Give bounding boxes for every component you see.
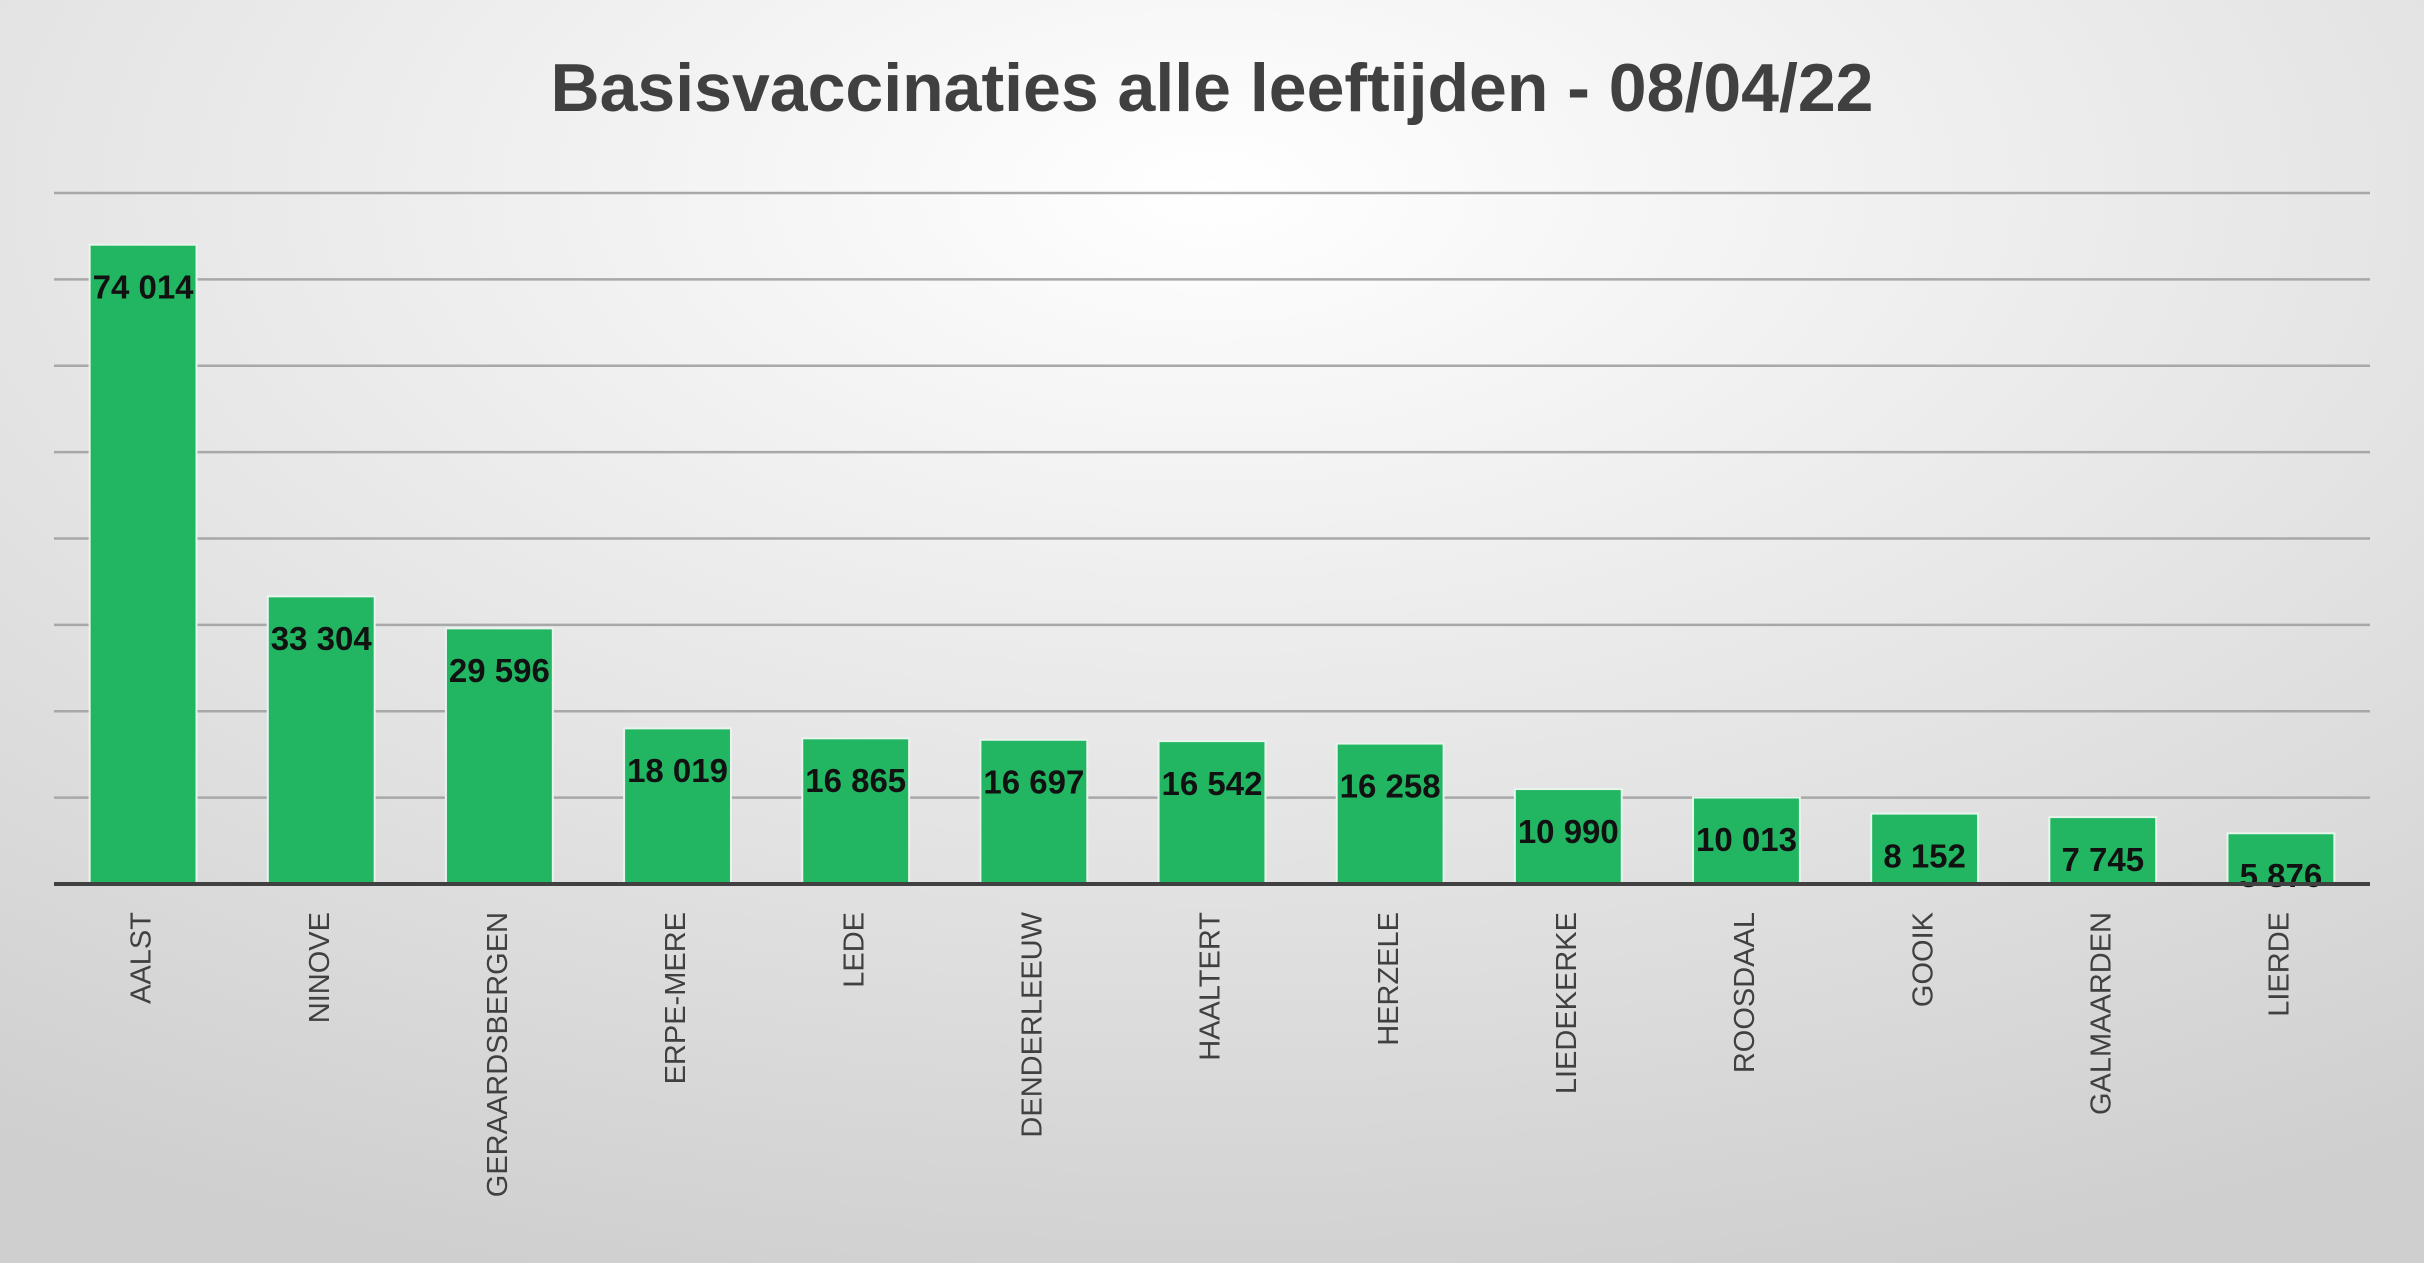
x-tick-label: GERAARDSBERGEN	[482, 912, 514, 1197]
value-label: 5 876	[2240, 857, 2323, 894]
x-tick-label: LEDE	[838, 912, 870, 988]
x-tick-label: GALMAARDEN	[2085, 912, 2117, 1115]
value-label: 29 596	[449, 652, 550, 689]
x-tick-label: ERPE-MERE	[660, 912, 692, 1084]
value-label: 18 019	[627, 752, 728, 789]
value-label: 33 304	[271, 620, 373, 657]
x-tick-label: LIEDEKERKE	[1551, 912, 1583, 1094]
x-tick-label: LIERDE	[2264, 912, 2296, 1017]
x-tick-label: AALST	[126, 912, 158, 1004]
value-label: 16 865	[805, 762, 906, 799]
value-label: 7 745	[2061, 841, 2144, 878]
value-label: 10 013	[1696, 821, 1797, 858]
bar	[979, 738, 1089, 885]
bar	[801, 737, 911, 885]
value-label: 16 542	[1162, 765, 1263, 802]
bar	[266, 595, 376, 885]
x-tick-label: HERZELE	[1373, 912, 1405, 1046]
value-label: 74 014	[93, 268, 195, 305]
x-tick-label: GOOIK	[1907, 911, 1939, 1007]
bar	[444, 627, 554, 886]
bar	[1335, 742, 1445, 886]
x-tick-label: NINOVE	[304, 912, 336, 1023]
value-label: 10 990	[1518, 813, 1619, 850]
value-label: 16 258	[1340, 767, 1441, 804]
bar	[88, 243, 198, 885]
chart-title: Basisvaccinaties alle leeftijden - 08/04…	[551, 50, 1874, 126]
bar	[2048, 816, 2158, 885]
x-tick-label: HAALTERT	[1195, 912, 1227, 1061]
x-tick-label: ROOSDAAL	[1729, 912, 1761, 1073]
value-label: 8 152	[1883, 837, 1966, 874]
bar	[623, 727, 732, 886]
x-tick-label: DENDERLEEUW	[1017, 911, 1049, 1137]
bar	[1513, 788, 1623, 885]
value-label: 16 697	[983, 763, 1084, 800]
bar	[1157, 740, 1267, 885]
